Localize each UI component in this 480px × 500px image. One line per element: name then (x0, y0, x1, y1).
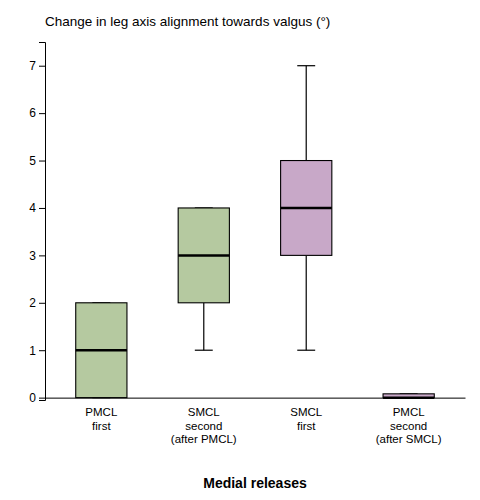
y-tick-label: 2 (29, 296, 36, 310)
x-tick: PMCL second(after SMCL) (376, 406, 442, 446)
y-tick: 1 (29, 344, 45, 358)
x-tick-label-line: SMCL (290, 406, 323, 418)
box (281, 161, 332, 256)
y-tick-mark (39, 398, 45, 399)
y-tick-label: 1 (29, 344, 36, 358)
y-axis-line (39, 43, 46, 401)
y-tick-label: 5 (29, 154, 36, 168)
y-tick: 7 (29, 59, 45, 73)
y-tick-label: 0 (29, 391, 36, 405)
y-tick: 4 (29, 201, 45, 215)
box (383, 394, 434, 398)
x-tick: SMCL second(after PMCL) (171, 406, 237, 446)
box-group (178, 208, 229, 350)
y-tick: 0 (29, 391, 45, 405)
y-tick-mark (39, 113, 45, 114)
y-tick-mark (39, 303, 45, 304)
x-tick-label-line: SMCL (188, 406, 221, 418)
title: Change in leg axis alignment towards val… (45, 14, 330, 29)
whisker-low-cap (297, 350, 315, 351)
median (178, 254, 229, 257)
box-group (281, 66, 332, 351)
x-tick-label: SMCL first (290, 406, 323, 432)
y-tick-mark (39, 208, 45, 209)
y-tick-label: 4 (29, 201, 36, 215)
y-tick-label: 3 (29, 249, 36, 263)
y-tick: 5 (29, 154, 45, 168)
x-tick-label-line: PMCL (393, 406, 426, 418)
x-tick-label: SMCL second(after PMCL) (171, 406, 237, 446)
x-axis-line (46, 398, 466, 399)
x-tick: SMCL first (290, 406, 323, 432)
x-label: Medial releases (203, 475, 307, 491)
x-tick-label-line: second (185, 420, 222, 432)
box-group (76, 303, 127, 398)
box (76, 303, 127, 398)
x-tick-label: PMCL second(after SMCL) (376, 406, 442, 446)
whisker-high (306, 66, 307, 161)
x-tick-label-line: first (92, 420, 111, 432)
plot: 01234567PMCLfirstSMCLsecond(after PMCL)S… (29, 43, 465, 446)
y-tick: 3 (29, 249, 45, 263)
box (178, 208, 229, 303)
box-group (383, 394, 434, 398)
whisker-high-cap (297, 65, 315, 66)
y-tick-mark (39, 255, 45, 256)
x-tick: PMCL first (85, 406, 118, 432)
y-tick: 6 (29, 106, 45, 120)
median (281, 207, 332, 210)
x-tick-label-line: (after PMCL) (171, 433, 237, 445)
x-tick-label-line: second (390, 420, 427, 432)
whisker-low-cap (195, 350, 213, 351)
y-tick-mark (39, 66, 45, 67)
y-tick-mark (39, 350, 45, 351)
y-tick-label: 6 (29, 106, 36, 120)
median (76, 349, 127, 352)
whisker-low (306, 255, 307, 350)
whisker-low (203, 303, 204, 350)
x-tick-label-line: first (297, 420, 316, 432)
y-tick-label: 7 (29, 59, 36, 73)
y-axis: 0 1 2 3 4 5 6 7 (29, 43, 45, 405)
x-tick-label-line: PMCL (85, 406, 118, 418)
boxes (76, 66, 435, 398)
chart: 01234567PMCLfirstSMCLsecond(after PMCL)S… (0, 0, 480, 500)
y-tick-mark (39, 161, 45, 162)
y-tick: 2 (29, 296, 45, 310)
x-tick-label-line: (after SMCL) (376, 433, 442, 445)
x-tick-label: PMCL first (85, 406, 118, 432)
x-axis: PMCLfirstSMCLsecond(after PMCL)SMCLfirst… (46, 398, 466, 445)
